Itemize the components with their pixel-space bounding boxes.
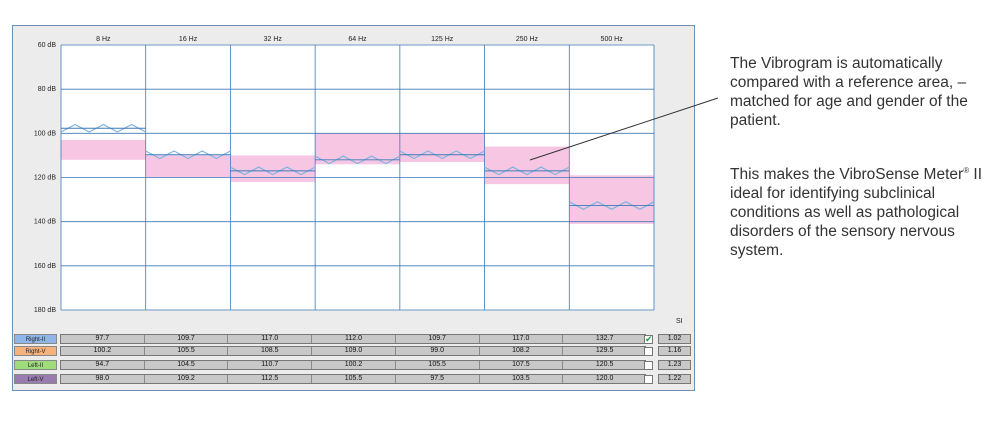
table-cell: 97.7 — [61, 335, 145, 343]
row-checkbox[interactable] — [644, 347, 653, 356]
y-tick-label: 140 dB — [34, 219, 57, 226]
reference-band — [145, 155, 231, 178]
table-cell: 99.0 — [396, 347, 480, 355]
vibration-trace — [569, 201, 655, 210]
table-cell: 105.5 — [396, 361, 480, 369]
x-tick-label: 500 Hz — [601, 36, 624, 43]
table-row: 97.7 109.7 117.0 112.0 109.7 117.0 132.7 — [60, 334, 647, 344]
table-cell: 109.0 — [312, 347, 396, 355]
y-tick-label: 80 dB — [38, 86, 57, 93]
vibration-trace — [314, 155, 401, 165]
table-cell: 97.5 — [396, 375, 480, 383]
reference-band — [399, 133, 485, 163]
x-tick-label: 32 Hz — [264, 36, 283, 43]
row-label[interactable]: Left-V — [14, 374, 57, 384]
table-cell: 109.7 — [396, 335, 480, 343]
table-cell: 120.5 — [563, 361, 647, 369]
caption-paragraph-1: The Vibrogram is automatically compared … — [730, 55, 968, 129]
vibration-trace — [399, 150, 485, 160]
row-checkbox[interactable] — [644, 375, 653, 384]
table-cell: 109.2 — [145, 375, 229, 383]
table-cell: 112.5 — [228, 375, 313, 383]
table-cell: 105.5 — [145, 347, 229, 355]
reference-band — [61, 139, 146, 160]
y-tick-label: 120 dB — [34, 175, 57, 182]
x-tick-label: 8 Hz — [96, 36, 111, 43]
table-cell: 117.0 — [480, 335, 564, 343]
table-cell: 100.2 — [312, 361, 396, 369]
y-tick-label: 160 dB — [34, 263, 57, 270]
table-cell: 117.0 — [228, 335, 313, 343]
table-cell: 108.2 — [480, 347, 564, 355]
row-label[interactable]: Right-II — [14, 334, 57, 344]
vibration-trace — [145, 150, 231, 160]
y-tick-label: 60 dB — [38, 42, 57, 49]
reference-band — [569, 175, 654, 224]
y-tick-label: 100 dB — [34, 130, 57, 137]
table-cell: 129.5 — [563, 347, 647, 355]
si-value: 1.23 — [658, 360, 691, 370]
table-cell: 107.5 — [480, 361, 564, 369]
table-row: 94.7 104.5 110.7 100.2 105.5 107.5 120.5 — [60, 360, 647, 370]
reference-band — [230, 155, 316, 182]
caption-paragraph-2: This makes the VibroSense Meter® II idea… — [730, 161, 998, 260]
caption-p2-end: II ideal for identifying subclinical con… — [730, 166, 983, 260]
x-tick-label: 16 Hz — [179, 36, 198, 43]
row-checkbox[interactable]: ✔ — [644, 334, 653, 344]
y-tick-label: 180 dB — [34, 307, 57, 314]
si-value: 1.16 — [658, 346, 691, 356]
table-cell: 104.5 — [145, 361, 229, 369]
row-label[interactable]: Right-V — [14, 346, 57, 356]
vibration-trace — [60, 123, 146, 133]
vibration-trace — [484, 166, 570, 176]
si-header: SI — [676, 318, 683, 325]
table-row: 98.0 109.2 112.5 105.5 97.5 103.5 120.0 — [60, 374, 647, 384]
table-cell: 112.0 — [312, 335, 396, 343]
table-cell: 120.0 — [563, 375, 647, 383]
table-cell: 100.2 — [61, 347, 145, 355]
reference-band — [484, 146, 570, 185]
table-cell: 109.7 — [145, 335, 229, 343]
caption-p2-start: This makes the VibroSense Meter — [730, 166, 964, 184]
row-checkbox[interactable] — [644, 361, 653, 370]
table-cell: 132.7 — [563, 335, 647, 343]
x-tick-label: 250 Hz — [516, 36, 539, 43]
registered-mark: ® — [963, 166, 970, 175]
vibration-trace — [230, 166, 316, 176]
table-cell: 108.5 — [228, 347, 313, 355]
x-tick-label: 125 Hz — [431, 36, 454, 43]
table-cell: 103.5 — [480, 375, 564, 383]
si-value: 1.22 — [658, 374, 691, 384]
table-cell: 110.7 — [228, 361, 313, 369]
x-tick-label: 64 Hz — [348, 36, 367, 43]
reference-band — [315, 133, 400, 165]
row-label[interactable]: Left-II — [14, 360, 57, 370]
table-cell: 98.0 — [61, 375, 145, 383]
si-value: 1.02 — [658, 334, 691, 344]
table-row: 100.2 105.5 108.5 109.0 99.0 108.2 129.5 — [60, 346, 647, 356]
table-cell: 105.5 — [312, 375, 396, 383]
table-cell: 94.7 — [61, 361, 145, 369]
